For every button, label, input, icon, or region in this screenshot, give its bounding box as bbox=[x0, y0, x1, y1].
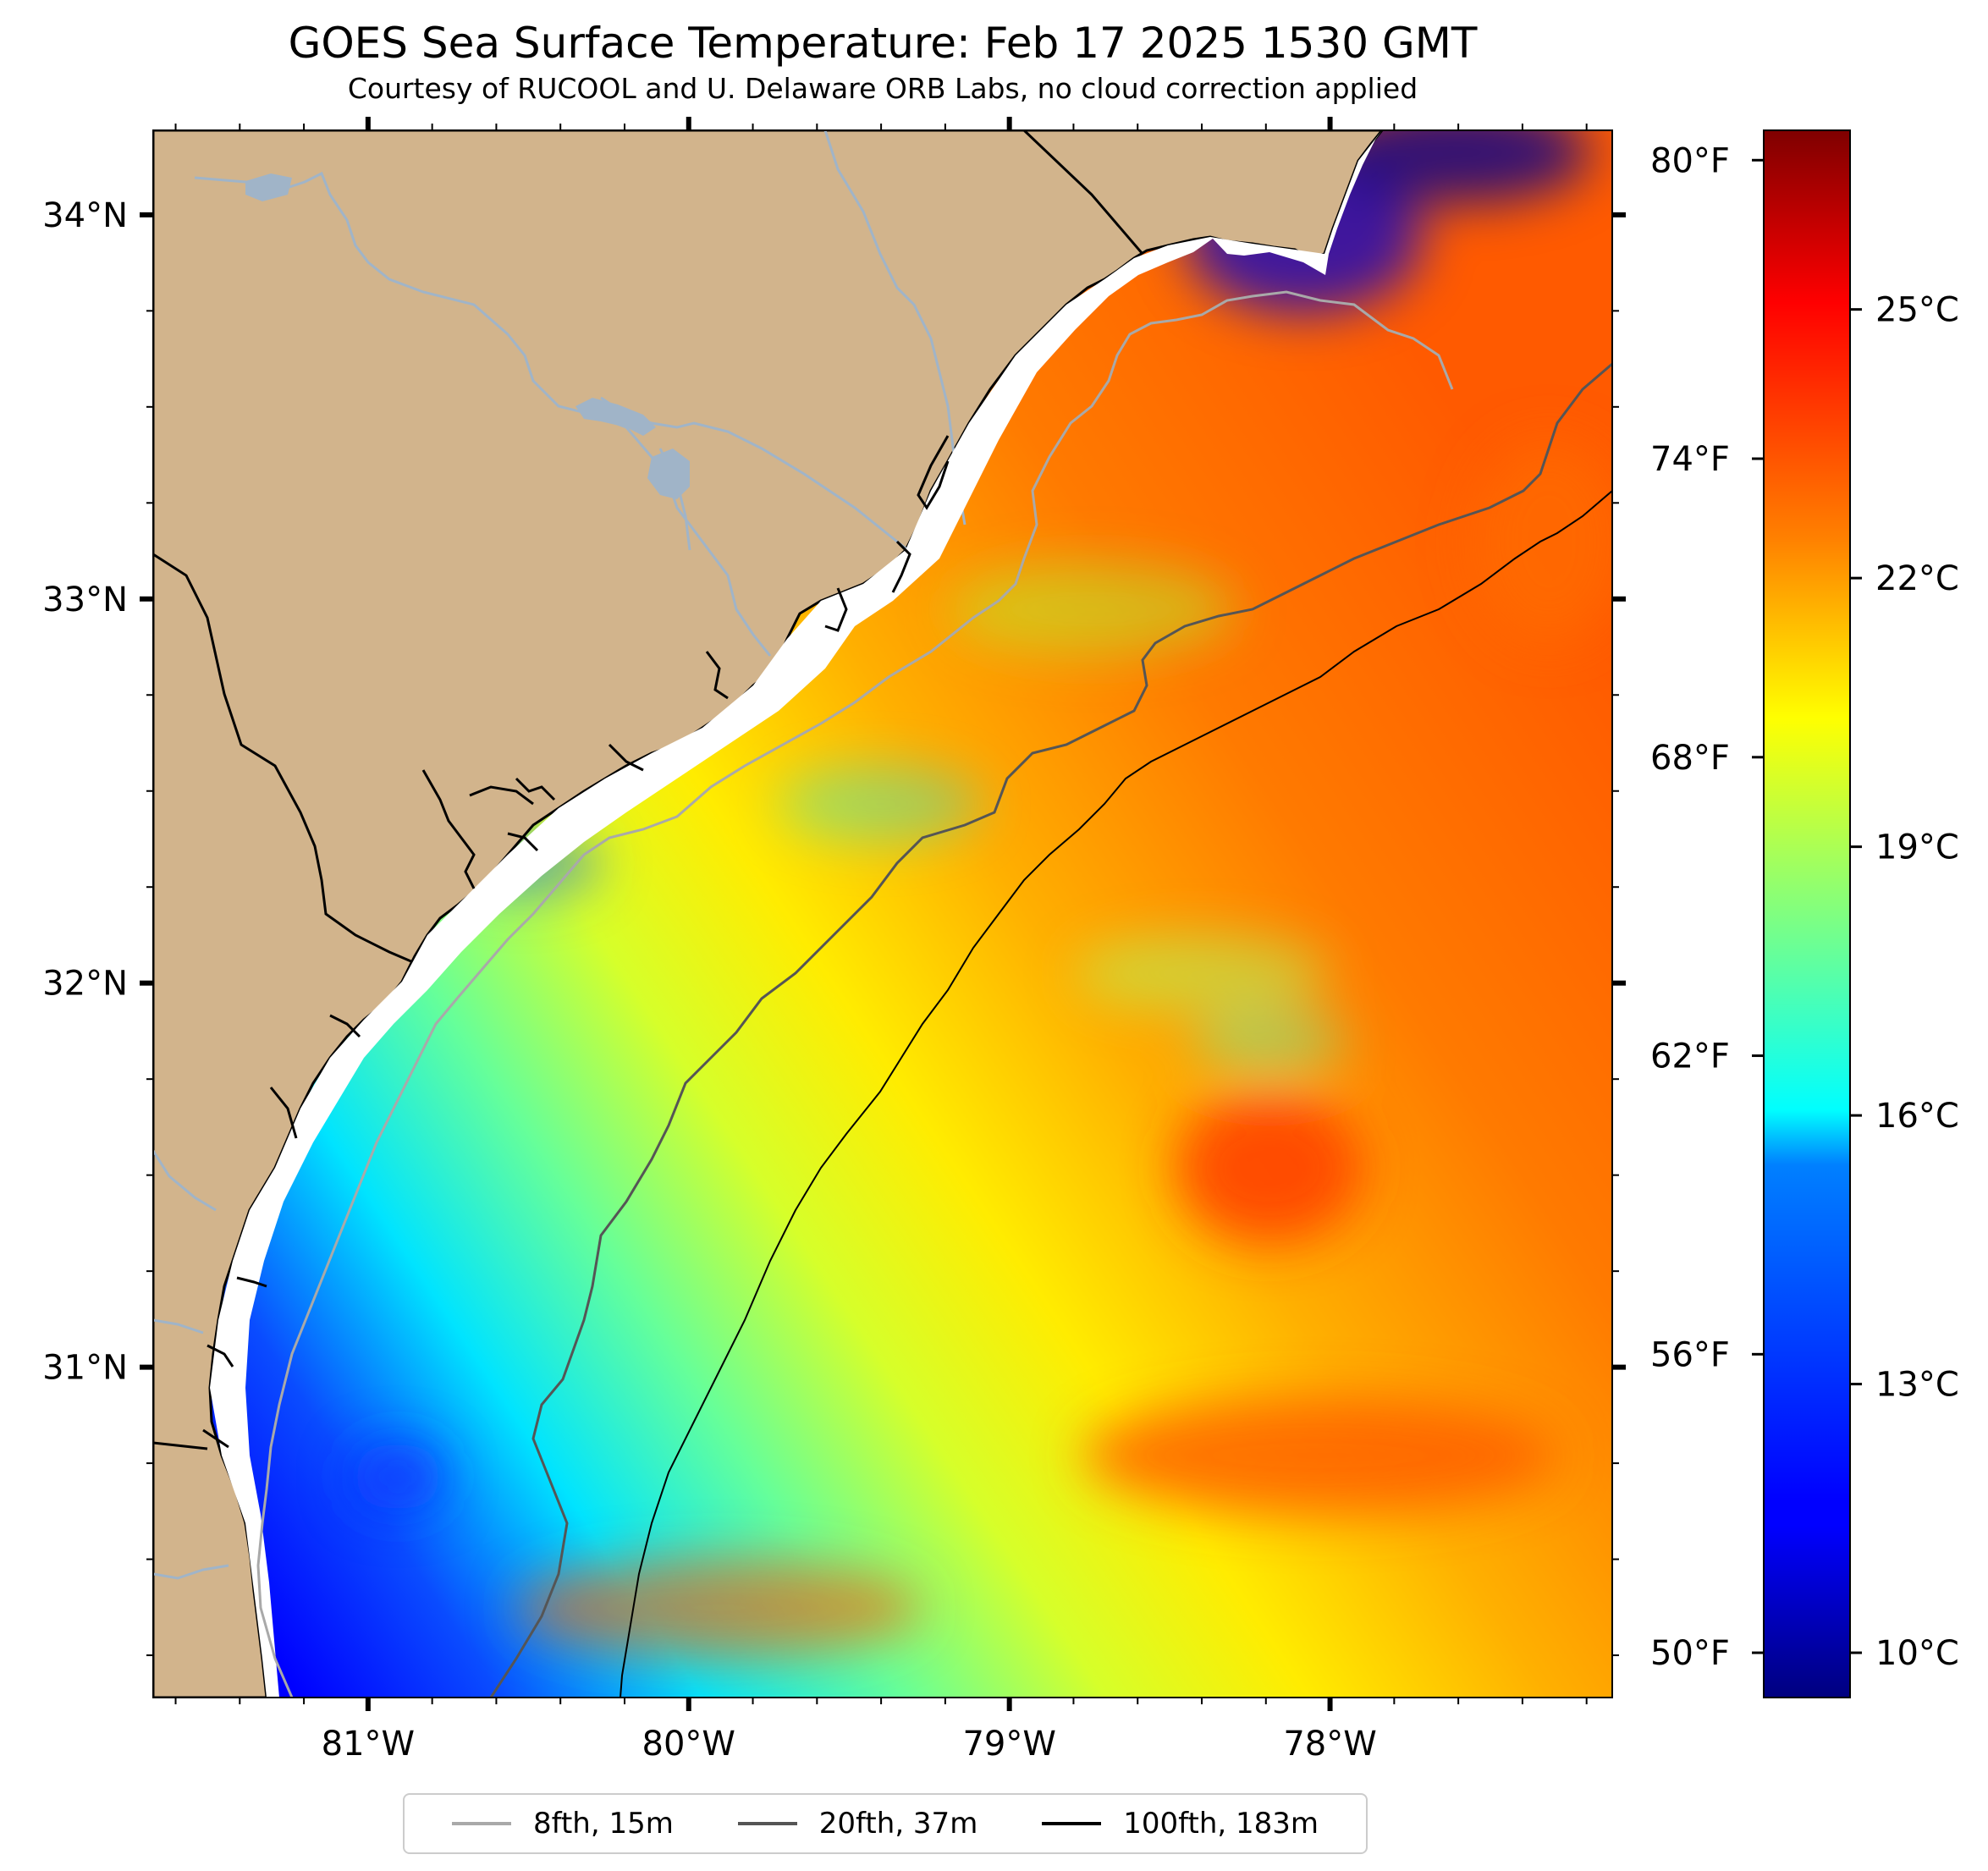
celsius-tick-label: 22°C bbox=[1875, 559, 1959, 598]
map-axes: 81°W 80°W 79°W 78°W 34°N 33°N 32°N 31°N bbox=[42, 117, 1626, 1764]
lat-tick-label: 33°N bbox=[42, 581, 128, 619]
lake-moultrie bbox=[647, 448, 690, 499]
lat-tick-label: 32°N bbox=[42, 965, 128, 1004]
coastline-detail bbox=[202, 435, 950, 1449]
lake-upper bbox=[245, 173, 292, 201]
isobath-8fth bbox=[256, 290, 1454, 1698]
legend-item-8fth: 8fth, 15m bbox=[451, 1807, 674, 1841]
fahrenheit-tick-label: 80°F bbox=[1650, 141, 1730, 180]
lon-tick-label: 80°W bbox=[642, 1725, 735, 1764]
lake-marion bbox=[575, 398, 656, 436]
fahrenheit-tick-label: 74°F bbox=[1650, 440, 1730, 479]
celsius-tick-label: 19°C bbox=[1875, 828, 1959, 867]
map-title: GOES Sea Surface Temperature: Feb 17 202… bbox=[289, 19, 1478, 68]
legend-label: 100fth, 183m bbox=[1123, 1807, 1319, 1841]
celsius-tick-label: 13°C bbox=[1875, 1366, 1959, 1405]
lon-tick-label: 79°W bbox=[962, 1725, 1055, 1764]
celsius-tick-label: 16°C bbox=[1875, 1097, 1959, 1136]
legend-swatch bbox=[1042, 1822, 1102, 1825]
legend-item-100fth: 100fth, 183m bbox=[1042, 1807, 1319, 1841]
lat-tick-label: 31°N bbox=[42, 1349, 128, 1388]
legend-label: 8fth, 15m bbox=[532, 1807, 674, 1841]
isobath-legend: 8fth, 15m 20fth, 37m 100fth, 183m bbox=[403, 1793, 1368, 1854]
legend-swatch bbox=[451, 1822, 511, 1825]
isobath-20fth bbox=[489, 362, 1612, 1698]
colorbar-axes: 10°C 13°C 16°C 19°C 22°C 25°C 50°F 56°F 62°F 68°F… bbox=[1650, 141, 1959, 1673]
legend-item-20fth: 20fth, 37m bbox=[737, 1807, 978, 1841]
fahrenheit-tick-label: 56°F bbox=[1650, 1335, 1730, 1374]
fahrenheit-tick-label: 62°F bbox=[1650, 1037, 1730, 1076]
fahrenheit-tick-label: 68°F bbox=[1650, 739, 1730, 778]
lon-tick-label: 78°W bbox=[1283, 1725, 1376, 1764]
colorbar bbox=[1763, 129, 1851, 1698]
lat-tick-label: 34°N bbox=[42, 196, 128, 235]
legend-label: 20fth, 37m bbox=[818, 1807, 978, 1841]
map-panel bbox=[153, 130, 1612, 1698]
map-frame bbox=[152, 129, 1613, 1698]
lon-tick-label: 81°W bbox=[322, 1725, 415, 1764]
state-boundaries bbox=[153, 130, 1144, 1450]
celsius-tick-label: 10°C bbox=[1875, 1634, 1959, 1673]
fahrenheit-tick-label: 50°F bbox=[1650, 1634, 1730, 1673]
map-subtitle: Courtesy of RUCOOL and U. Delaware ORB L… bbox=[348, 72, 1418, 105]
rivers bbox=[153, 130, 966, 1580]
legend-swatch bbox=[737, 1822, 797, 1825]
celsius-tick-label: 25°C bbox=[1875, 291, 1959, 330]
isobath-100fth bbox=[620, 490, 1612, 1698]
